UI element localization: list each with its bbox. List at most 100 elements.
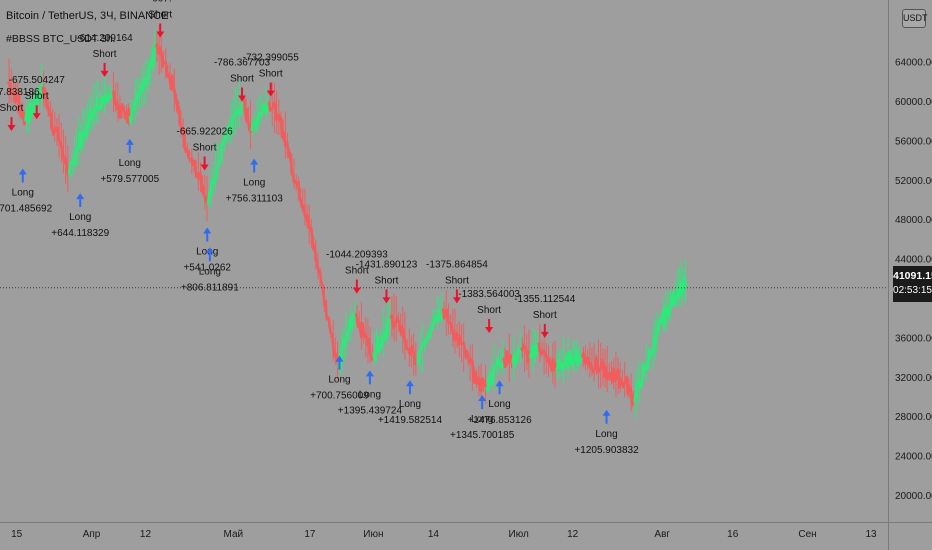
short-signal: -1431.890123 Short bbox=[356, 259, 418, 304]
long-signal-label: +701.485692 bbox=[0, 203, 53, 214]
x-tick-label: 12 bbox=[567, 529, 579, 540]
y-tick-label: 36000.00 bbox=[895, 333, 932, 344]
short-signal: -665.922026 Short bbox=[177, 126, 234, 171]
y-tick-label: 52000.00 bbox=[895, 176, 932, 187]
short-arrow-icon bbox=[485, 326, 494, 333]
short-arrow-icon bbox=[238, 95, 247, 102]
long-signal-label: Long bbox=[12, 187, 34, 198]
long-signal-label: +644.118329 bbox=[51, 228, 109, 239]
short-signal-label: -786.367703 bbox=[214, 58, 271, 69]
y-tick-label: 60000.00 bbox=[895, 97, 932, 108]
long-signal: Long +1419.582514 bbox=[378, 380, 442, 426]
long-arrow-icon bbox=[18, 168, 27, 175]
short-arrow-icon bbox=[382, 297, 391, 304]
long-signal: Long +1205.903832 bbox=[574, 409, 639, 456]
y-tick-label: 64000.00 bbox=[895, 58, 932, 69]
short-arrow-icon bbox=[156, 31, 165, 38]
long-arrow-icon bbox=[602, 409, 611, 416]
long-signal-label: Long bbox=[359, 389, 381, 400]
short-signal-label: Short bbox=[477, 305, 501, 316]
symbol-title: Bitcoin / TetherUS, 3Ч, BINANCE bbox=[6, 10, 169, 22]
y-tick-label: 20000.00 bbox=[895, 491, 932, 502]
short-signal: -607. Short bbox=[148, 0, 172, 38]
long-signal: Long+1476.853126 bbox=[467, 380, 532, 426]
x-tick-label: Май bbox=[224, 529, 244, 540]
currency-button[interactable]: USDT bbox=[902, 9, 928, 28]
long-signal: Long +579.577005 bbox=[100, 138, 160, 185]
y-tick-label: 24000.00 bbox=[895, 452, 932, 463]
last-price-value: 41091.15 bbox=[893, 270, 932, 282]
long-signal-label: Long bbox=[199, 266, 221, 277]
x-tick-label: 13 bbox=[865, 529, 877, 540]
short-signal-label: Short bbox=[374, 275, 398, 286]
short-signal-label: Short bbox=[148, 9, 172, 20]
strategy-label: #BBSS BTC_USDT 3h. bbox=[6, 33, 116, 45]
short-signal-label: Short bbox=[445, 275, 469, 286]
x-tick-label: 16 bbox=[727, 529, 739, 540]
short-signal-label: -1044.209393 bbox=[326, 250, 388, 261]
long-arrow-icon bbox=[335, 355, 344, 362]
short-signal-label: Short bbox=[193, 142, 217, 153]
short-arrow-icon bbox=[266, 90, 275, 97]
short-arrow-icon bbox=[200, 164, 209, 171]
long-signal-label: Long bbox=[119, 158, 141, 169]
x-tick-label: 14 bbox=[428, 529, 440, 540]
short-arrow-icon bbox=[100, 70, 109, 77]
long-arrow-icon bbox=[76, 193, 85, 200]
long-arrow-icon bbox=[125, 138, 134, 145]
long-signal-label: Long bbox=[328, 375, 350, 386]
long-signal: Long +806.811891 bbox=[181, 247, 239, 293]
long-signal: Long +756.311103 bbox=[226, 158, 284, 205]
short-arrow-icon bbox=[7, 125, 16, 132]
x-tick-label: 15 bbox=[11, 529, 23, 540]
short-signal: -717.838186 Short bbox=[0, 87, 40, 132]
short-signal-label: -1375.864854 bbox=[426, 259, 488, 270]
y-tick-label: 48000.00 bbox=[895, 215, 932, 226]
short-signal: -675.504247 Short bbox=[9, 75, 66, 120]
long-signal-label: +756.311103 bbox=[226, 194, 284, 205]
short-signal-label: -665.922026 bbox=[177, 126, 234, 137]
long-signal: Long +1345.700185 bbox=[450, 395, 515, 441]
long-signal-label: +1205.903832 bbox=[574, 445, 639, 456]
short-signal-label: Short bbox=[25, 91, 49, 102]
short-signal-label: -614.209164 bbox=[76, 33, 133, 44]
long-signal-label: +1395.439724 bbox=[338, 405, 403, 416]
long-arrow-icon bbox=[405, 380, 414, 387]
short-signal-label: Short bbox=[533, 310, 557, 321]
short-signal-label: Short bbox=[345, 266, 369, 277]
long-signal-label: +806.811891 bbox=[181, 282, 239, 293]
short-signal-label: -675.504247 bbox=[9, 75, 66, 86]
y-tick-label: 32000.00 bbox=[895, 373, 932, 384]
long-arrow-icon bbox=[250, 158, 259, 165]
long-signal-label: Long bbox=[69, 212, 91, 223]
short-signal: -1383.564003 Short bbox=[458, 289, 520, 333]
short-arrow-icon bbox=[540, 331, 549, 338]
long-signal-label: Long bbox=[243, 178, 265, 189]
long-signal-label: Long bbox=[471, 414, 493, 425]
long-signal: Long +1395.439724 bbox=[338, 370, 403, 416]
y-tick-label: 28000.00 bbox=[895, 412, 932, 423]
short-arrow-icon bbox=[352, 287, 361, 294]
short-signal-label: -1355.112544 bbox=[514, 294, 575, 305]
long-signal-label: Long bbox=[595, 429, 617, 440]
bar-countdown-timer: 02:53:15 bbox=[893, 285, 932, 296]
long-signal-label: +1476.853126 bbox=[467, 415, 532, 426]
short-signal: -786.367703 Short bbox=[214, 58, 271, 102]
short-signal: -1375.864854 Short bbox=[426, 259, 488, 304]
long-signal: Long +644.118329 bbox=[51, 193, 110, 239]
x-tick-label: Авг bbox=[654, 529, 670, 540]
long-signal-label: +541.0262 bbox=[183, 263, 231, 274]
long-signal-label: Long bbox=[399, 399, 421, 410]
long-signal-label: +579.577005 bbox=[100, 174, 159, 185]
short-signal-label: Short bbox=[93, 49, 117, 60]
short-signal: -1355.112544 Short bbox=[514, 294, 576, 338]
long-arrow-icon bbox=[478, 395, 487, 401]
short-signal-label: -1383.564003 bbox=[458, 289, 520, 300]
long-arrow-icon bbox=[365, 370, 374, 377]
short-signal-label: Short bbox=[259, 69, 283, 80]
short-arrow-icon bbox=[32, 113, 41, 120]
short-signal-label: Short bbox=[0, 103, 24, 114]
